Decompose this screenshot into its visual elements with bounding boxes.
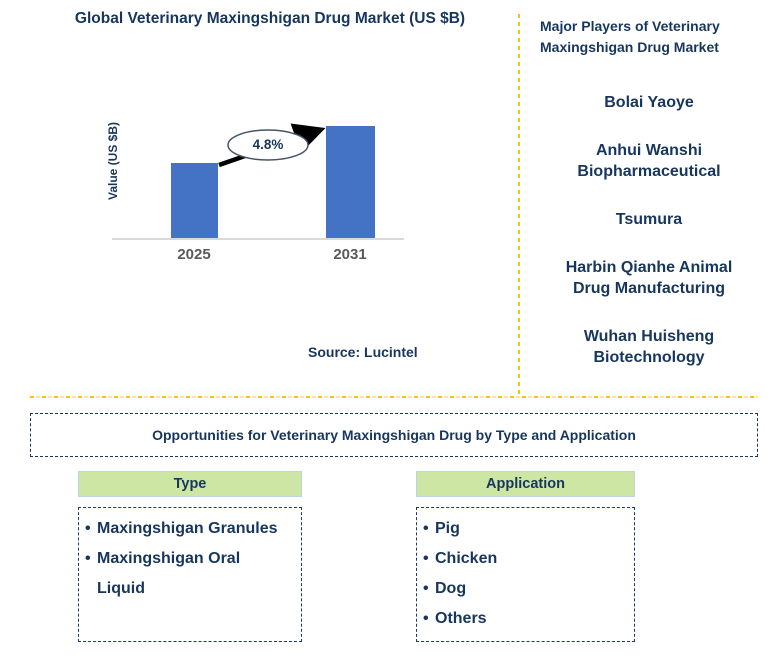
chart-title: Global Veterinary Maxingshigan Drug Mark… bbox=[74, 10, 466, 27]
x-tick-2031: 2031 bbox=[333, 246, 367, 263]
source-label: Source: Lucintel bbox=[308, 344, 418, 360]
application-header-label: Application bbox=[486, 476, 565, 492]
bar-2025 bbox=[171, 163, 218, 238]
player-name: Anhui Wanshi Biopharmaceutical bbox=[577, 142, 721, 180]
growth-annotation bbox=[218, 123, 326, 168]
player-name: Tsumura bbox=[615, 211, 683, 228]
bar-2031 bbox=[326, 126, 375, 238]
vertical-divider bbox=[518, 14, 520, 397]
growth-rate-label: 4.8% bbox=[252, 137, 284, 152]
application-item: Dog bbox=[423, 574, 620, 604]
players-panel-title: Major Players of Veterinary Maxingshigan… bbox=[540, 18, 720, 55]
type-header-label: Type bbox=[173, 476, 207, 492]
opportunities-banner: Opportunities for Veterinary Maxingshiga… bbox=[30, 413, 758, 457]
horizontal-divider bbox=[30, 396, 758, 398]
type-header: Type bbox=[78, 471, 302, 497]
application-list: Pig Chicken Dog Others bbox=[423, 514, 620, 634]
x-axis-line bbox=[112, 238, 404, 240]
player-name: Wuhan Huisheng Biotechnology bbox=[583, 328, 715, 366]
type-item: Maxingshigan Granules bbox=[85, 514, 287, 544]
opportunities-banner-text: Opportunities for Veterinary Maxingshiga… bbox=[152, 427, 636, 443]
y-axis-label: Value (US $B) bbox=[106, 121, 120, 201]
player-name: Bolai Yaoye bbox=[604, 94, 694, 111]
application-item: Others bbox=[423, 604, 620, 634]
x-tick-2025: 2025 bbox=[177, 246, 211, 263]
application-item: Chicken bbox=[423, 544, 620, 574]
application-list-box: Pig Chicken Dog Others bbox=[416, 507, 635, 642]
application-header: Application bbox=[416, 471, 635, 497]
type-list-box: Maxingshigan Granules Maxingshigan Oral … bbox=[78, 507, 302, 642]
players-list: Bolai Yaoye Anhui Wanshi Biopharmaceutic… bbox=[549, 92, 749, 395]
player-name: Harbin Qianhe Animal Drug Manufacturing bbox=[565, 259, 733, 297]
type-item: Maxingshigan Oral Liquid bbox=[85, 544, 287, 604]
type-list: Maxingshigan Granules Maxingshigan Oral … bbox=[85, 514, 287, 604]
application-item: Pig bbox=[423, 514, 620, 544]
